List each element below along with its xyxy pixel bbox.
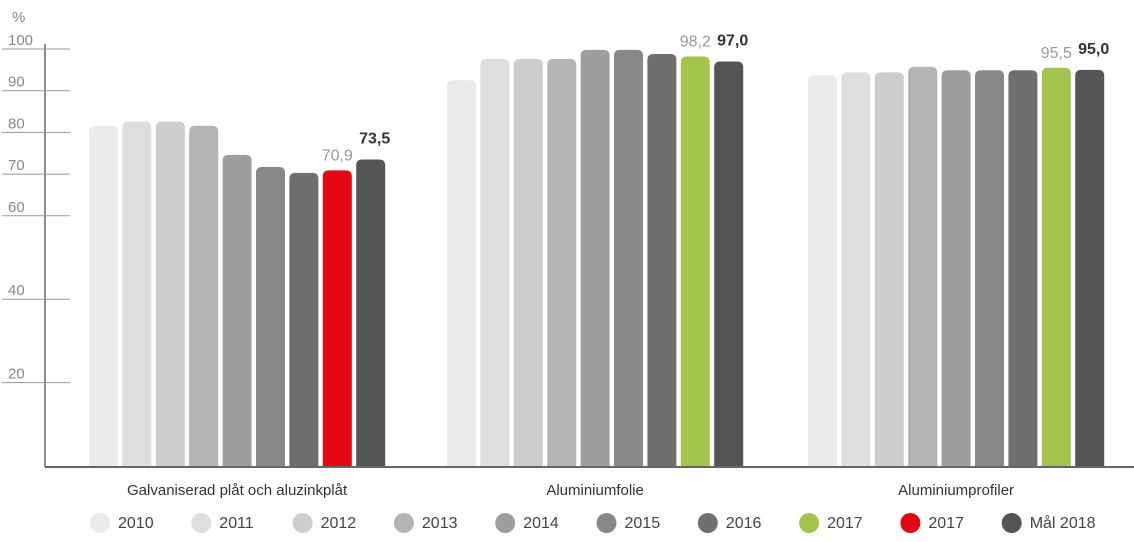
legend-label: 2012 [321,515,357,532]
legend-marker [900,513,921,533]
bar [547,59,577,467]
bar [480,59,510,467]
bar [513,59,543,467]
bar [155,121,185,467]
bar [647,54,677,467]
bar [289,172,319,466]
legend-label: 2014 [523,515,559,532]
value-label: 95,0 [1078,41,1109,58]
y-tick-label: 60 [8,199,25,216]
legend-marker [1001,513,1022,533]
legend-marker [697,513,718,533]
y-tick-label: 90 [8,74,25,91]
legend-label: 2013 [422,515,458,532]
bar [1008,70,1038,466]
legend-label: 2017 [928,515,964,532]
bar [874,72,904,467]
bar [122,121,152,467]
bar [447,80,476,467]
legend-marker [596,513,617,533]
y-axis-label: % [12,9,25,26]
legend-marker [393,513,414,533]
bar [841,72,871,467]
x-tick-label: Aluminiumprofiler [898,482,1014,499]
bar [808,75,837,467]
bar [1041,67,1071,466]
bar [222,154,252,466]
y-tick-label: 100 [8,32,33,49]
y-tick-label: 20 [8,366,25,383]
legend-label: 2017 [827,515,863,532]
bar [356,159,386,466]
legend-label: 2015 [625,515,661,532]
value-label: 70,9 [322,148,353,165]
legend-marker [799,513,820,533]
legend-label: 2011 [219,515,254,532]
legend-label: 2010 [118,515,154,532]
bar [714,61,744,466]
bar [256,167,285,467]
bar [908,66,938,466]
value-label: 98,2 [680,34,711,51]
bar [975,70,1004,466]
y-tick-label: 40 [8,282,25,299]
legend-label: 2016 [726,515,762,532]
bar [680,56,710,466]
value-label: 73,5 [359,131,390,148]
bar [941,70,971,466]
x-tick-label: Galvaniserad plåt och aluzinkplåt [127,482,348,499]
bar [89,125,118,466]
y-tick-label: 80 [8,115,25,132]
legend-marker [495,513,516,533]
legend-label: Mål 2018 [1030,514,1096,532]
bar [322,170,352,467]
bar [614,49,643,467]
x-tick-label: Aluminiumfolie [546,482,644,499]
legend-marker [191,513,212,533]
bar [189,125,219,466]
legend-marker [90,513,110,533]
value-label: 95,5 [1041,45,1072,62]
bar [580,49,610,467]
legend-marker [292,513,313,533]
y-tick-label: 70 [8,157,25,174]
bar [1075,69,1105,466]
value-label: 97,0 [717,33,748,50]
